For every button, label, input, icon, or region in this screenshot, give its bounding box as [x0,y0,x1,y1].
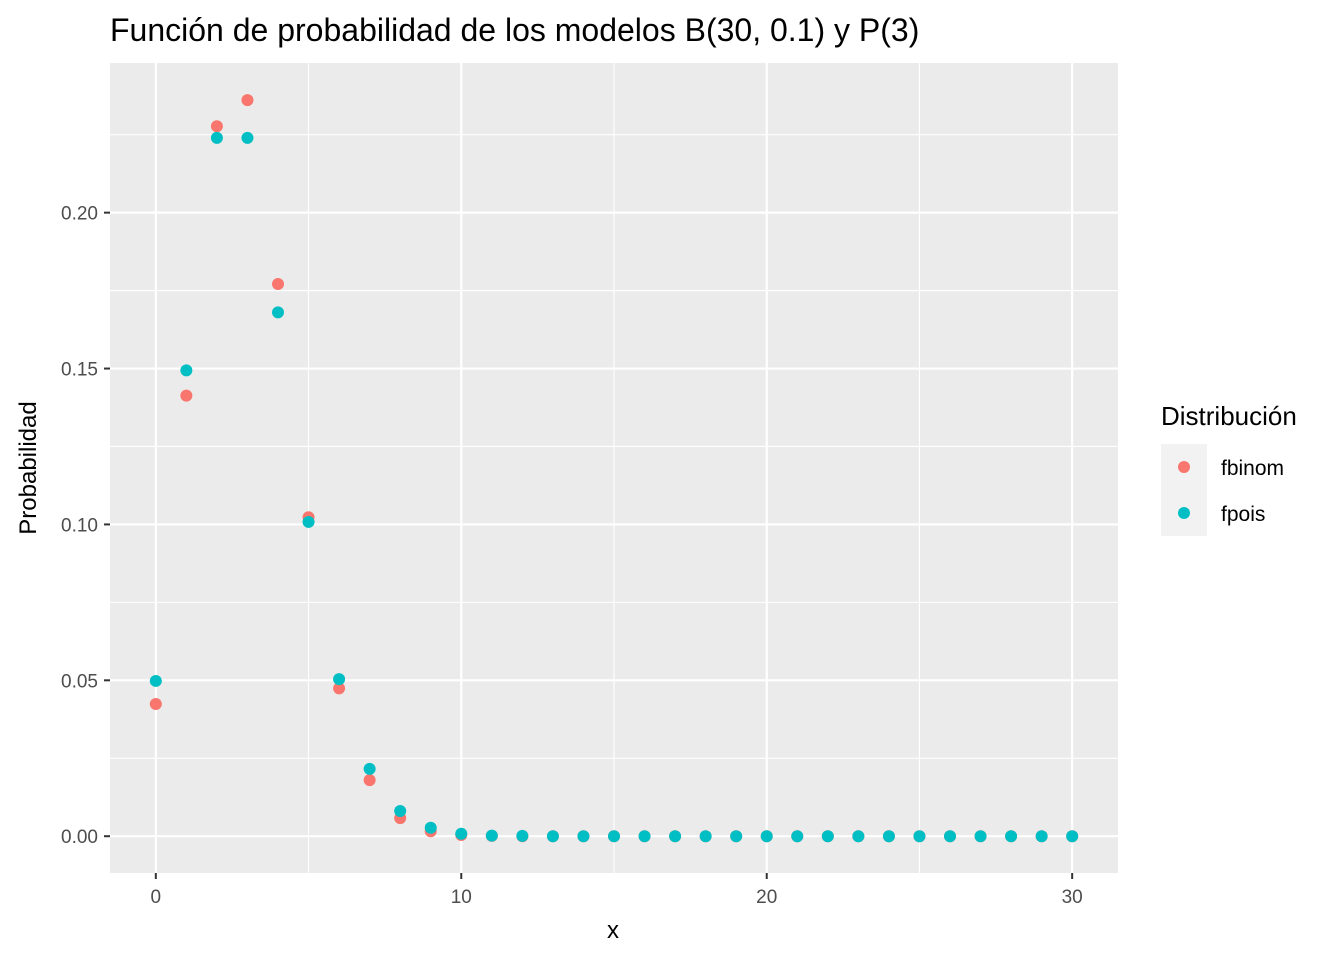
x-tick-label: 10 [451,887,472,908]
point-fpois [638,830,651,843]
data-points [149,94,1079,843]
point-fbinom [333,682,346,695]
point-fpois [516,829,529,842]
point-fpois [241,131,254,144]
x-axis-tick-labels: 0 10 20 30 [151,887,1083,908]
y-tick-label: 0.10 [61,515,98,536]
point-fpois [363,762,376,775]
x-axis-title: x [607,917,619,944]
axis-ticks [104,211,1074,879]
legend-key-fpois [1178,507,1190,519]
point-fpois [669,830,682,843]
y-tick-label: 0.00 [61,827,98,848]
point-fpois [760,830,773,843]
point-fpois [730,830,743,843]
point-fpois [485,829,498,842]
point-fpois [210,131,223,144]
point-fpois [546,830,559,843]
legend-label-fpois: fpois [1221,503,1265,526]
y-tick-label: 0.20 [61,204,98,225]
x-tick-label: 0 [151,887,162,908]
point-fpois [852,830,865,843]
legend-title: Distribución [1161,401,1297,431]
x-tick-label: 30 [1062,887,1083,908]
point-fpois [913,830,926,843]
legend-key-fbinom [1178,461,1190,473]
point-fpois [424,821,437,834]
y-tick-label: 0.15 [61,360,98,381]
legend-label-fbinom: fbinom [1221,457,1284,480]
point-fbinom [180,389,193,402]
point-fbinom [363,774,376,787]
point-fbinom [210,120,223,133]
chart-title: Función de probabilidad de los modelos B… [110,12,919,48]
point-fpois [699,830,712,843]
y-axis-tick-labels: 0.00 0.05 0.10 0.15 0.20 [61,204,98,849]
point-fpois [1035,830,1048,843]
point-fpois [974,830,987,843]
point-fpois [272,306,284,319]
point-fbinom [241,94,254,107]
y-axis-title: Probabilidad [15,401,42,534]
point-fpois [455,827,468,840]
point-fpois [944,830,956,843]
legend: Distribución fbinom fpois [1161,401,1297,536]
y-tick-label: 0.05 [61,671,98,692]
point-fpois [180,364,193,377]
point-fpois [1066,830,1079,843]
point-fpois [1005,830,1018,843]
point-fbinom [272,278,284,291]
point-fpois [791,830,804,843]
point-fpois [821,830,834,843]
point-fpois [394,804,407,817]
minor-gridlines [110,63,1118,873]
point-fpois [608,830,620,843]
point-fpois [333,673,346,686]
major-gridlines [110,63,1118,873]
point-fpois [577,830,590,843]
point-fpois [149,674,162,687]
x-tick-label: 20 [756,887,777,908]
point-fpois [302,515,315,528]
point-fbinom [149,698,162,711]
point-fpois [882,830,895,843]
